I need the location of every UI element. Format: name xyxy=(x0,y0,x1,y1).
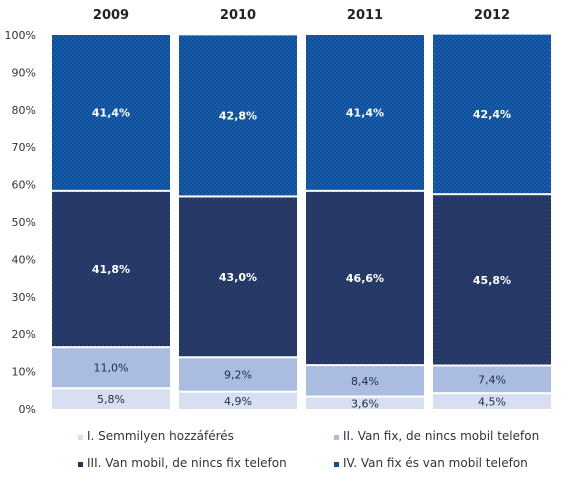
bar-segment xyxy=(433,195,551,365)
legend-swatch xyxy=(78,435,83,440)
bar-segment xyxy=(179,35,297,196)
y-tick-label: 0% xyxy=(19,403,36,416)
legend-swatch xyxy=(78,462,83,467)
data-label: 41,4% xyxy=(346,106,384,119)
data-label: 5,8% xyxy=(97,393,125,406)
y-tick-label: 90% xyxy=(12,66,36,79)
y-tick-label: 20% xyxy=(12,328,36,341)
bars-group: 5,8% 11,0% 41,8% 41,4% 4,9% 9,2% 43,0% 42,8% 3,6… xyxy=(52,34,551,410)
bar-segment xyxy=(52,348,170,388)
bar-segment xyxy=(52,35,170,190)
y-tick-label: 30% xyxy=(12,291,36,304)
x-tick-label: 2010 xyxy=(220,8,256,23)
y-tick-label: 10% xyxy=(12,366,36,379)
data-label: 4,5% xyxy=(478,396,506,409)
data-label: 7,4% xyxy=(478,373,506,386)
legend: I. Semmilyen hozzáférés II. Van fix, de n… xyxy=(78,429,539,470)
y-tick-label: 60% xyxy=(12,179,36,192)
data-label: 3,6% xyxy=(351,397,379,410)
bar-segment xyxy=(179,358,297,391)
legend-label: IV. Van fix és van mobil telefon xyxy=(343,456,528,470)
bar-segment xyxy=(433,34,551,194)
data-label: 8,4% xyxy=(351,375,379,388)
bar-segment xyxy=(306,191,424,365)
data-label: 42,4% xyxy=(473,108,511,121)
x-axis-labels: 2009 2010 2011 2012 xyxy=(93,8,510,23)
y-tick-label: 70% xyxy=(12,141,36,154)
bar-segment xyxy=(306,397,424,409)
data-label: 43,0% xyxy=(219,271,257,284)
x-tick-label: 2012 xyxy=(474,8,510,23)
data-label: 41,8% xyxy=(92,263,130,276)
bar-segment xyxy=(52,389,170,409)
y-tick-label: 100% xyxy=(5,29,36,42)
data-label: 41,4% xyxy=(92,106,130,119)
y-tick-label: 80% xyxy=(12,104,36,117)
bar-segment xyxy=(306,366,424,396)
bar-segment xyxy=(306,35,424,190)
data-label: 45,8% xyxy=(473,274,511,287)
bar-segment xyxy=(179,392,297,409)
bar-segment xyxy=(179,197,297,357)
bar-segment xyxy=(52,191,170,347)
legend-label: II. Van fix, de nincs mobil telefon xyxy=(343,429,539,443)
data-label: 11,0% xyxy=(94,362,129,375)
data-label: 46,6% xyxy=(346,272,384,285)
legend-swatch xyxy=(334,435,339,440)
legend-swatch xyxy=(334,462,339,467)
data-label: 42,8% xyxy=(219,109,257,122)
x-tick-label: 2011 xyxy=(347,8,383,23)
data-label: 9,2% xyxy=(224,368,252,381)
bar-segment xyxy=(433,394,551,409)
y-tick-label: 40% xyxy=(12,253,36,266)
bar-segment xyxy=(433,366,551,393)
data-label: 4,9% xyxy=(224,395,252,408)
y-tick-label: 50% xyxy=(12,216,36,229)
x-tick-label: 2009 xyxy=(93,8,129,23)
legend-label: III. Van mobil, de nincs fix telefon xyxy=(87,456,287,470)
legend-label: I. Semmilyen hozzáférés xyxy=(87,429,234,443)
y-axis: 0% 10% 20% 30% 40% 50% 60% 70% 80% 90% 100% xyxy=(5,29,36,416)
